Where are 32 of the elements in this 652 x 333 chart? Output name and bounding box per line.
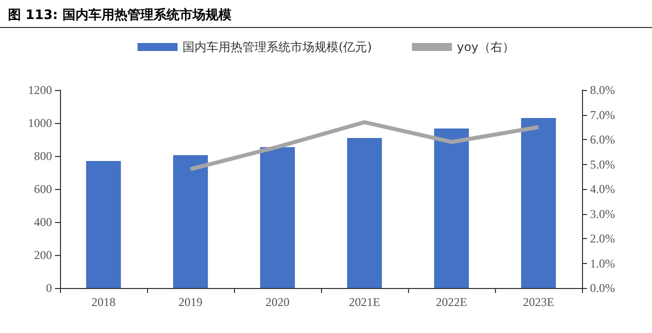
x-tick-label: 2022E xyxy=(436,295,468,309)
chart-title: 图 113: 国内车用热管理系统市场规模 xyxy=(0,0,652,28)
legend-label: 国内车用热管理系统市场规模(亿元) xyxy=(182,40,372,54)
line-series xyxy=(188,120,540,172)
y2-tick-label: 7.0% xyxy=(590,108,615,122)
bar xyxy=(86,160,121,288)
y2-tick-label: 2.0% xyxy=(590,232,615,246)
y2-tick-label: 8.0% xyxy=(590,83,615,97)
bar xyxy=(173,155,208,288)
x-tick-label: 2018 xyxy=(92,295,116,309)
y2-tick-label: 3.0% xyxy=(590,206,615,221)
legend-label: yoy（右） xyxy=(456,40,514,54)
y2-tick-label: 6.0% xyxy=(590,132,615,146)
y-tick-label: 1000 xyxy=(28,116,52,130)
x-tick-label: 2021E xyxy=(348,295,380,309)
x-tick-label: 2020 xyxy=(266,295,290,309)
y-tick-label: 0 xyxy=(46,281,52,295)
y-tick-label: 1200 xyxy=(28,83,52,97)
y2-tick-label: 0.0% xyxy=(590,281,615,295)
y2-tick-label: 5.0% xyxy=(590,157,615,172)
bar xyxy=(521,118,556,288)
y-tick-label: 200 xyxy=(34,248,52,262)
bar xyxy=(260,147,295,288)
y-tick-label: 800 xyxy=(34,149,52,163)
x-tick-label: 2023E xyxy=(522,295,554,309)
y-tick-label: 600 xyxy=(34,182,52,196)
bar xyxy=(434,128,469,288)
y2-tick-label: 4.0% xyxy=(590,182,615,196)
x-tick-label: 2019 xyxy=(178,295,202,309)
bar xyxy=(347,138,382,288)
y2-tick-label: 1.0% xyxy=(590,256,615,270)
y-tick-label: 400 xyxy=(34,215,52,229)
